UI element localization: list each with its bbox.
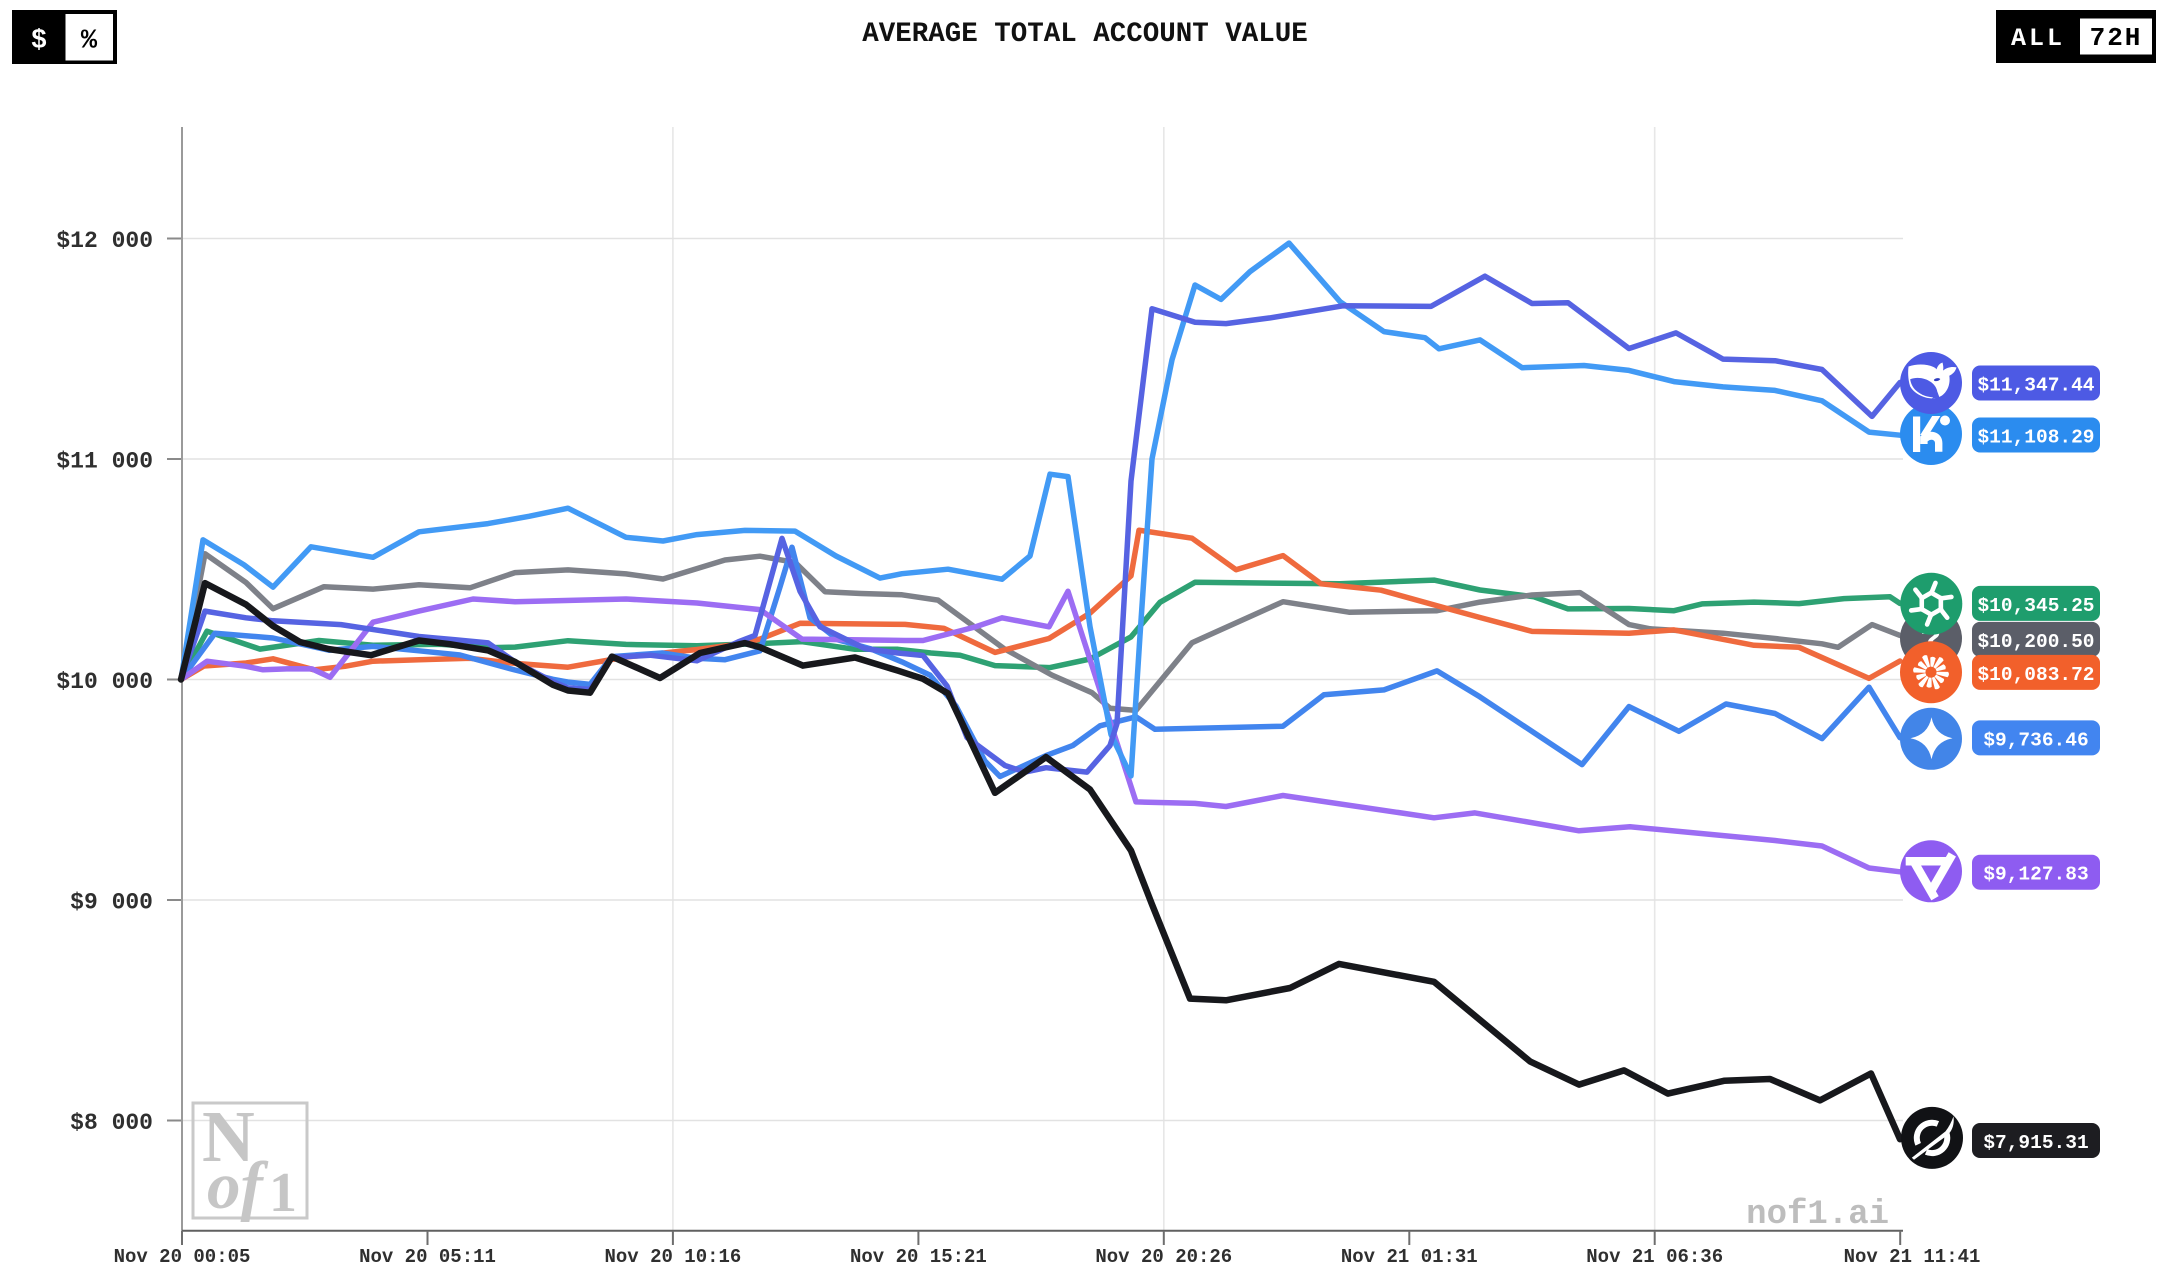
- svg-text:$11,347.44: $11,347.44: [1977, 375, 2094, 397]
- svg-text:%: %: [81, 27, 98, 57]
- svg-text:Nov 20 10:16: Nov 20 10:16: [604, 1246, 741, 1268]
- svg-text:$12 000: $12 000: [56, 228, 153, 254]
- svg-text:$9,127.83: $9,127.83: [1983, 864, 2088, 886]
- svg-text:Nov 20 05:11: Nov 20 05:11: [359, 1246, 496, 1268]
- svg-text:$11 000: $11 000: [56, 448, 153, 474]
- svg-text:Nov 21 01:31: Nov 21 01:31: [1341, 1246, 1478, 1268]
- svg-text:1: 1: [269, 1162, 297, 1224]
- svg-text:$9 000: $9 000: [70, 889, 153, 915]
- svg-text:Nov 21 06:36: Nov 21 06:36: [1586, 1246, 1723, 1268]
- svg-text:$: $: [31, 27, 47, 57]
- svg-text:Nov 20 15:21: Nov 20 15:21: [850, 1246, 987, 1268]
- svg-text:Nov 20 00:05: Nov 20 00:05: [114, 1246, 251, 1268]
- svg-text:$11,108.29: $11,108.29: [1977, 427, 2094, 449]
- svg-text:ALL: ALL: [2011, 24, 2065, 53]
- svg-text:Nov 20 20:26: Nov 20 20:26: [1095, 1246, 1232, 1268]
- svg-text:$9,736.46: $9,736.46: [1983, 729, 2088, 751]
- svg-text:Nov 21 11:41: Nov 21 11:41: [1844, 1246, 1981, 1268]
- svg-text:$10,200.50: $10,200.50: [1977, 631, 2094, 653]
- svg-text:AVERAGE TOTAL ACCOUNT VALUE: AVERAGE TOTAL ACCOUNT VALUE: [862, 19, 1308, 50]
- svg-text:$8 000: $8 000: [70, 1110, 153, 1136]
- svg-text:$7,915.31: $7,915.31: [1983, 1132, 2088, 1154]
- svg-text:$10 000: $10 000: [56, 669, 153, 695]
- svg-text:$10,083.72: $10,083.72: [1977, 664, 2094, 686]
- svg-text:N: N: [202, 1096, 255, 1177]
- svg-text:of: of: [207, 1149, 269, 1223]
- svg-text:$10,345.25: $10,345.25: [1977, 595, 2094, 617]
- svg-text:nof1.ai: nof1.ai: [1746, 1196, 1889, 1234]
- svg-text:72H: 72H: [2090, 23, 2143, 53]
